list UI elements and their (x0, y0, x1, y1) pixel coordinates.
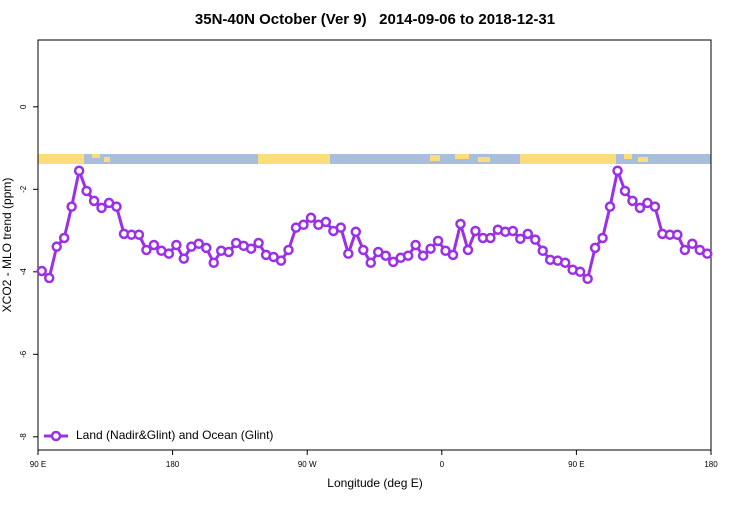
x-tick-label: 90 E (30, 460, 46, 469)
point (402, 250, 414, 261)
point (43, 272, 55, 284)
point (171, 239, 182, 251)
point (141, 244, 152, 256)
point (507, 225, 519, 237)
point (305, 212, 317, 224)
x-axis-label: Longitude (deg E) (327, 476, 422, 490)
point (36, 265, 47, 277)
point (358, 244, 369, 256)
point (320, 216, 332, 228)
point (687, 238, 698, 250)
point (530, 234, 541, 245)
point (612, 165, 623, 177)
point (649, 201, 661, 212)
point (298, 219, 309, 231)
point (604, 201, 616, 212)
point (73, 165, 85, 177)
y-tick-label: -4 (19, 268, 28, 276)
point (148, 239, 160, 251)
legend-label: Land (Nadir&Glint) and Ocean (Glint) (76, 428, 273, 442)
point (447, 249, 459, 261)
y-tick-label: -6 (19, 350, 28, 358)
point (81, 185, 92, 197)
land-ocean-strip (38, 154, 711, 164)
point (417, 250, 429, 261)
point (425, 243, 436, 254)
point (350, 226, 362, 238)
x-tick-label: 0 (440, 460, 445, 469)
x-tick-label: 180 (166, 460, 180, 469)
point (66, 201, 77, 212)
point (380, 250, 391, 261)
y-tick-label: -2 (19, 185, 28, 193)
legend-marker (50, 430, 62, 442)
point (619, 185, 631, 197)
point (96, 202, 107, 214)
point (208, 257, 219, 268)
point (223, 246, 234, 258)
point (702, 248, 713, 259)
point (283, 244, 294, 256)
point (672, 229, 683, 240)
point (574, 266, 586, 278)
y-axis-label: XCO2 - MLO trend (ppm) (0, 178, 14, 313)
point (275, 255, 287, 266)
plot-frame (37, 39, 712, 451)
point (432, 235, 444, 247)
point (462, 244, 474, 256)
point (470, 225, 481, 237)
point (597, 232, 608, 244)
point (455, 218, 466, 230)
point (178, 253, 190, 264)
point (627, 195, 638, 207)
point (335, 222, 347, 233)
point (133, 229, 145, 240)
point (537, 245, 548, 257)
point (582, 273, 593, 285)
point (201, 242, 212, 254)
point (253, 237, 264, 249)
point (522, 228, 534, 240)
point (679, 244, 691, 256)
point (365, 257, 377, 268)
point (51, 241, 62, 252)
x-tick-label: 90 W (298, 460, 317, 469)
x-tick-label: 90 E (568, 460, 584, 469)
point (58, 232, 70, 244)
point (387, 256, 399, 268)
point (515, 233, 526, 245)
point (163, 248, 175, 259)
point (88, 195, 100, 207)
y-tick-label: 0 (19, 104, 28, 109)
point (343, 248, 354, 259)
point (440, 245, 451, 257)
point (485, 232, 496, 244)
y-tick-label: -8 (19, 433, 28, 441)
point (410, 239, 421, 251)
point (193, 238, 205, 250)
point (559, 257, 571, 268)
point (589, 242, 601, 254)
point (634, 202, 646, 214)
x-tick-label: 180 (704, 460, 718, 469)
chart-title: 35N-40N October (Ver 9) 2014-09-06 to 20… (195, 11, 555, 28)
point (111, 201, 122, 212)
point (245, 243, 257, 254)
